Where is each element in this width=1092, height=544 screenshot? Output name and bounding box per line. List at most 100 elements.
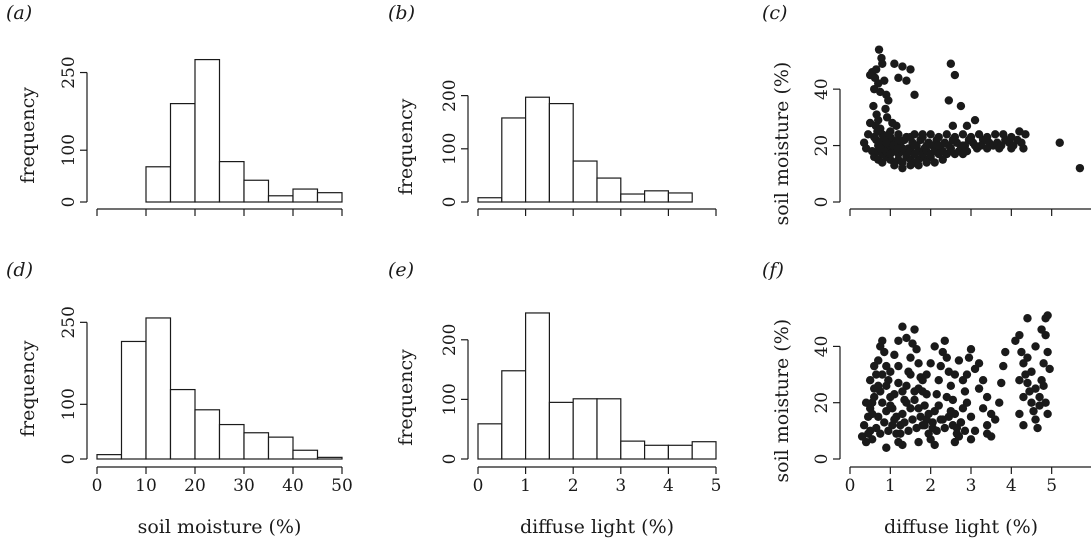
point-f-95 xyxy=(890,350,899,360)
point-c-132 xyxy=(950,132,960,142)
point-c-154 xyxy=(922,158,931,167)
point-f-156 xyxy=(910,395,919,405)
point-c-129 xyxy=(926,130,935,139)
y-tick-label-c-0: 0 xyxy=(812,197,832,208)
point-f-80 xyxy=(1043,311,1052,320)
point-f-106 xyxy=(934,401,943,410)
bar-a-0 xyxy=(145,166,172,203)
bar-d-4 xyxy=(194,409,221,460)
point-f-116 xyxy=(974,359,984,368)
point-f-39 xyxy=(936,361,945,371)
point-c-165 xyxy=(876,144,885,153)
point-f-104 xyxy=(926,359,935,368)
x-axis-label-d: soil moisture (%) xyxy=(138,516,302,538)
bar-e-0 xyxy=(477,423,503,460)
point-f-70 xyxy=(1023,378,1032,388)
point-f-61 xyxy=(995,398,1004,407)
y-tick-label-f-2: 40 xyxy=(812,336,832,358)
point-f-112 xyxy=(958,375,968,385)
point-f-168 xyxy=(876,387,885,396)
panel-b: (b) 0 100 200 frequency xyxy=(388,2,717,216)
point-f-166 xyxy=(982,429,992,438)
bar-b-0 xyxy=(477,197,503,203)
bar-d-1 xyxy=(120,340,147,460)
point-f-11 xyxy=(880,347,889,357)
point-c-8 xyxy=(876,87,885,97)
point-f-136 xyxy=(928,418,937,427)
point-f-152 xyxy=(894,378,903,388)
point-c-131 xyxy=(942,130,951,139)
bar-e-9 xyxy=(691,441,717,460)
point-c-145 xyxy=(958,141,968,150)
point-c-12 xyxy=(884,96,893,105)
point-c-141 xyxy=(910,141,919,150)
point-f-82 xyxy=(1043,347,1052,357)
point-c-18 xyxy=(910,90,919,99)
point-c-155 xyxy=(930,158,939,167)
point-c-149 xyxy=(1007,144,1016,153)
y-tick-label-d-2: 250 xyxy=(59,306,79,338)
point-c-151 xyxy=(898,163,907,173)
point-f-56 xyxy=(974,384,984,393)
point-f-96 xyxy=(894,336,903,345)
point-c-35 xyxy=(892,121,901,131)
panel-c: (c) 0 20 40 soil moisture (%) xyxy=(762,2,1091,225)
bar-e-7 xyxy=(643,444,669,460)
point-f-128 xyxy=(896,429,905,438)
point-c-0 xyxy=(874,45,884,54)
point-c-20 xyxy=(950,70,960,80)
bar-d-3 xyxy=(169,388,196,460)
bar-d-7 xyxy=(267,436,294,460)
point-f-148 xyxy=(878,370,887,379)
point-f-51 xyxy=(960,387,970,396)
point-f-127 xyxy=(892,412,901,421)
point-f-108 xyxy=(942,392,951,402)
point-f-170 xyxy=(1015,409,1024,419)
y-tick-label-c-1: 20 xyxy=(812,135,832,157)
bar-e-4 xyxy=(572,398,598,460)
bar-a-6 xyxy=(292,188,319,203)
point-f-105 xyxy=(930,342,939,351)
point-f-90 xyxy=(870,361,879,371)
point-f-86 xyxy=(1043,409,1052,419)
point-f-165 xyxy=(966,435,976,444)
x-tick-label-f-2: 2 xyxy=(925,476,936,496)
y-axis-label-d: frequency xyxy=(17,340,39,437)
x-tick-label-f-0: 0 xyxy=(845,476,856,496)
y-axis-label-f: soil moisture (%) xyxy=(771,319,793,483)
point-c-150 xyxy=(890,161,899,170)
point-f-153 xyxy=(898,387,907,396)
point-c-147 xyxy=(982,144,992,153)
point-f-110 xyxy=(950,370,960,379)
point-f-84 xyxy=(1039,381,1048,391)
point-c-9 xyxy=(865,70,875,80)
point-f-132 xyxy=(912,423,921,433)
point-f-7 xyxy=(872,370,881,379)
y-tick-label-b-0: 0 xyxy=(440,197,460,208)
point-f-169 xyxy=(894,361,903,371)
x-tick-label-f-3: 3 xyxy=(966,476,977,496)
point-f-161 xyxy=(898,440,907,450)
y-tick-label-b-1: 100 xyxy=(440,133,460,165)
y-axis-label-c: soil moisture (%) xyxy=(771,62,793,226)
point-c-22 xyxy=(956,101,966,111)
point-f-24 xyxy=(906,353,915,362)
point-c-142 xyxy=(922,141,931,150)
point-f-115 xyxy=(970,426,980,436)
point-f-99 xyxy=(906,370,915,379)
point-f-101 xyxy=(914,404,923,413)
point-f-63 xyxy=(999,361,1008,371)
point-f-172 xyxy=(1027,367,1036,376)
point-c-13 xyxy=(890,59,899,68)
point-c-38 xyxy=(865,118,875,128)
point-f-160 xyxy=(882,443,891,452)
bar-b-1 xyxy=(501,117,527,203)
x-axis-label-e: diffuse light (%) xyxy=(520,516,674,538)
point-f-64 xyxy=(1001,347,1010,357)
point-c-99 xyxy=(999,130,1008,139)
point-c-136 xyxy=(982,132,992,142)
point-f-26 xyxy=(910,325,919,334)
point-c-143 xyxy=(934,141,943,150)
point-c-97 xyxy=(1015,127,1024,136)
point-c-153 xyxy=(914,161,923,170)
